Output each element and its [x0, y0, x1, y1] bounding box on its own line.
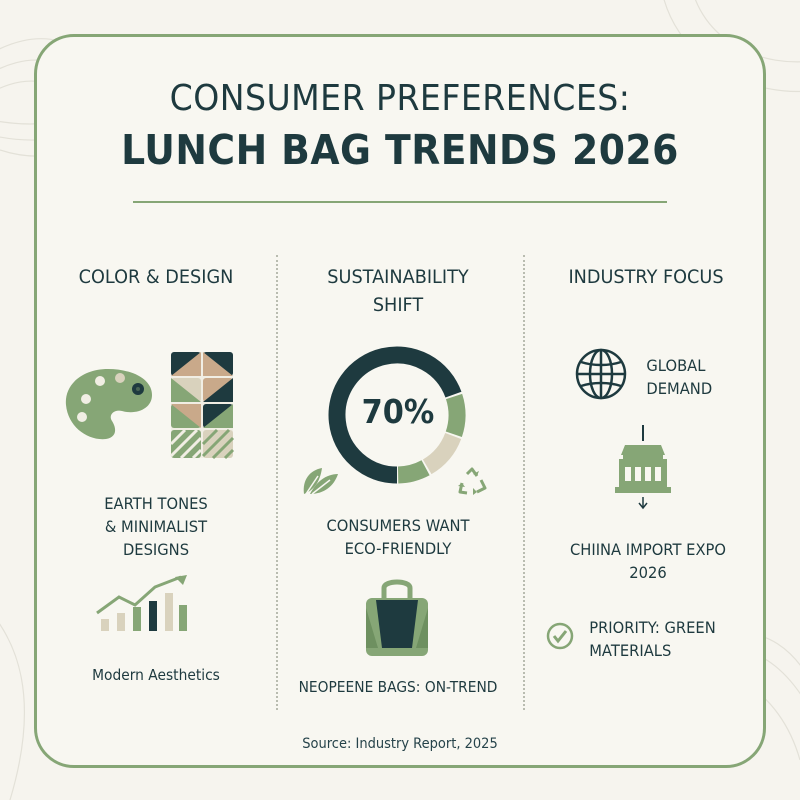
caption-line: DEMAND: [646, 379, 713, 398]
caption-line: EARTH TONES: [104, 494, 208, 513]
priority-caption: PRIORITY: GREEN MATERIALS: [589, 616, 755, 662]
caption-line: GLOBAL: [646, 356, 706, 375]
heading-line: SHIFT: [372, 294, 424, 316]
growth-chart-icon: [96, 575, 187, 631]
expo-building-icon: [615, 425, 671, 510]
caption-line: ECO-FRIENDLY: [344, 539, 452, 558]
donut-segment-remainder: [422, 432, 462, 475]
check-circle-icon: [546, 622, 574, 650]
source-note: Source: Industry Report, 2025: [302, 736, 498, 752]
palette-icon: [65, 369, 152, 440]
caption-line: PRIORITY: GREEN: [589, 618, 716, 637]
color-design-heading: COLOR & DESIGN: [78, 266, 234, 288]
title-line-1: CONSUMER PREFERENCES:: [169, 78, 631, 119]
neoprene-caption: NEOPEENE BAGS: ON-TREND: [298, 678, 498, 696]
global-demand-caption: GLOBAL DEMAND: [646, 354, 747, 400]
caption-line: 2026: [629, 563, 667, 582]
donut-segment-eco-friendly: [328, 346, 462, 484]
recycle-icon: [458, 467, 487, 495]
donut-percentage: 70%: [361, 392, 435, 431]
caption-line: MATERIALS: [589, 641, 672, 660]
modern-aesthetics-caption: Modern Aesthetics: [92, 666, 220, 684]
pattern-tile-icon: [169, 352, 235, 460]
heading-line: SUSTAINABILITY: [327, 266, 469, 288]
column-divider-right: [523, 255, 525, 710]
caption-line: CONSUMERS WANT: [326, 516, 470, 535]
title-divider: [133, 201, 667, 203]
title-line-2: LUNCH BAG TRENDS 2026: [121, 126, 679, 174]
caption-line: CHIINA IMPORT EXPO: [570, 540, 726, 559]
eco-friendly-caption: CONSUMERS WANT ECO-FRIENDLY: [306, 514, 490, 560]
caption-line: DESIGNS: [122, 540, 190, 559]
industry-focus-heading: INDUSTRY FOCUS: [568, 266, 724, 288]
donut-segment-remainder: [397, 460, 430, 484]
leaf-icon: [303, 468, 338, 495]
column-divider-left: [276, 255, 278, 710]
donut-chart: [328, 346, 466, 484]
lunch-bag-icon: [366, 579, 428, 656]
earth-tones-caption: EARTH TONES & MINIMALIST DESIGNS: [64, 492, 248, 561]
caption-line: & MINIMALIST: [104, 517, 208, 536]
donut-segment-remainder: [445, 393, 466, 437]
sustainability-heading: SUSTAINABILITY SHIFT: [305, 263, 491, 319]
globe-icon: [575, 348, 627, 400]
china-expo-caption: CHIINA IMPORT EXPO 2026: [549, 538, 748, 584]
